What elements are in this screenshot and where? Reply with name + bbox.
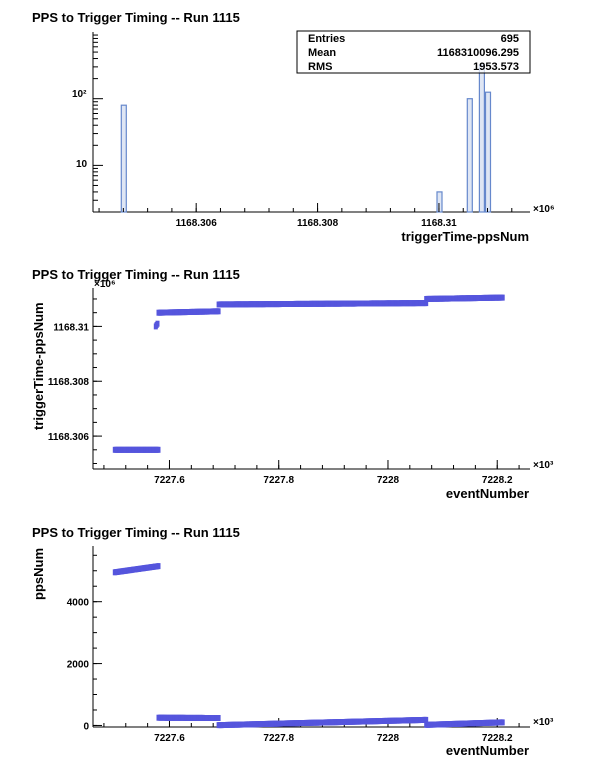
data-point <box>500 719 505 726</box>
data-point <box>216 308 221 315</box>
histogram-bar <box>436 191 443 213</box>
data-point <box>424 300 429 307</box>
y-tick-label: 1168.31 <box>53 322 89 333</box>
x-axis-label-1: triggerTime-ppsNum <box>401 229 529 244</box>
y-tick-label: 1168.306 <box>48 432 90 443</box>
x-axis-label-3: eventNumber <box>446 743 529 758</box>
x-multiplier-1: ×10⁶ <box>533 204 555 215</box>
x-multiplier-3: ×10³ <box>533 717 554 728</box>
stats-label-rms: RMS <box>308 61 332 73</box>
x-multiplier-2: ×10³ <box>533 460 554 471</box>
chart-title-3: PPS to Trigger Timing -- Run 1115 <box>32 525 240 540</box>
x-tick-label: 7227.8 <box>263 733 294 744</box>
data-point <box>424 716 429 723</box>
x-tick-label: 7228.2 <box>482 733 513 744</box>
x-tick-label: 7227.6 <box>154 475 185 486</box>
y-tick-label: 0 <box>83 721 89 732</box>
panel-ppsnum-vs-event: PPS to Trigger Timing -- Run 1115 7227.6… <box>31 525 554 758</box>
y-tick-label-10: 10 <box>76 159 88 170</box>
chart-title-1: PPS to Trigger Timing -- Run 1115 <box>32 10 240 25</box>
ticks-3: 7227.6 7227.8 7228 7228.2 0 2000 4000 <box>67 554 520 744</box>
histogram-bar <box>466 98 473 213</box>
data-point <box>155 320 160 327</box>
stats-value-entries: 695 <box>501 33 519 45</box>
y-tick-label: 2000 <box>67 660 90 671</box>
panel-histogram: PPS to Trigger Timing -- Run 1115 1168.3… <box>32 10 555 244</box>
histogram-bar <box>120 104 127 213</box>
data-point <box>156 446 161 453</box>
data-point <box>216 715 221 721</box>
scatter-points-2 <box>112 294 505 453</box>
stats-label-mean: Mean <box>308 47 336 59</box>
stats-value-rms: 1953.573 <box>473 61 519 73</box>
scatter-points-3 <box>112 563 505 729</box>
x-tick-label: 7227.6 <box>154 733 185 744</box>
chart-title-2: PPS to Trigger Timing -- Run 1115 <box>32 267 240 282</box>
stats-box: Entries 695 Mean 1168310096.295 RMS 1953… <box>296 30 531 74</box>
x-tick-label-1: 1168.31 <box>421 218 457 229</box>
data-point <box>156 563 161 570</box>
x-tick-label-1: 1168.306 <box>176 218 218 229</box>
y-tick-label: 1168.308 <box>48 377 90 388</box>
y-axis-label-2: triggerTime-ppsNum <box>31 302 46 430</box>
x-tick-label-1: 1168.308 <box>297 218 339 229</box>
x-tick-label: 7228 <box>377 733 400 744</box>
y-axis-label-3: ppsNum <box>31 548 46 600</box>
y-minor-ticks-1 <box>93 34 103 213</box>
histogram-bars <box>120 64 492 213</box>
data-point <box>500 294 505 301</box>
x-tick-label: 7228 <box>377 475 400 486</box>
x-tick-label: 7227.8 <box>263 475 294 486</box>
stats-label-entries: Entries <box>308 33 345 45</box>
y-tick-label-100: 10² <box>72 89 87 100</box>
histogram-bar <box>478 64 485 213</box>
panel-timing-vs-event: PPS to Trigger Timing -- Run 1115 7227.6… <box>31 267 554 501</box>
x-tick-label: 7228.2 <box>482 475 513 486</box>
histogram-bar <box>484 91 492 213</box>
ticks-2: 7227.6 7227.8 7228 7228.2 1168.306 1168.308 11… <box>48 298 520 486</box>
x-ticks-1: 1168.306 1168.308 1168.31 <box>98 203 513 229</box>
stats-box-frame <box>296 30 531 74</box>
stats-value-mean: 1168310096.295 <box>437 47 519 59</box>
y-tick-label: 4000 <box>67 598 90 609</box>
y-multiplier-2: ×10⁶ <box>94 279 116 290</box>
x-axis-label-2: eventNumber <box>446 486 529 501</box>
